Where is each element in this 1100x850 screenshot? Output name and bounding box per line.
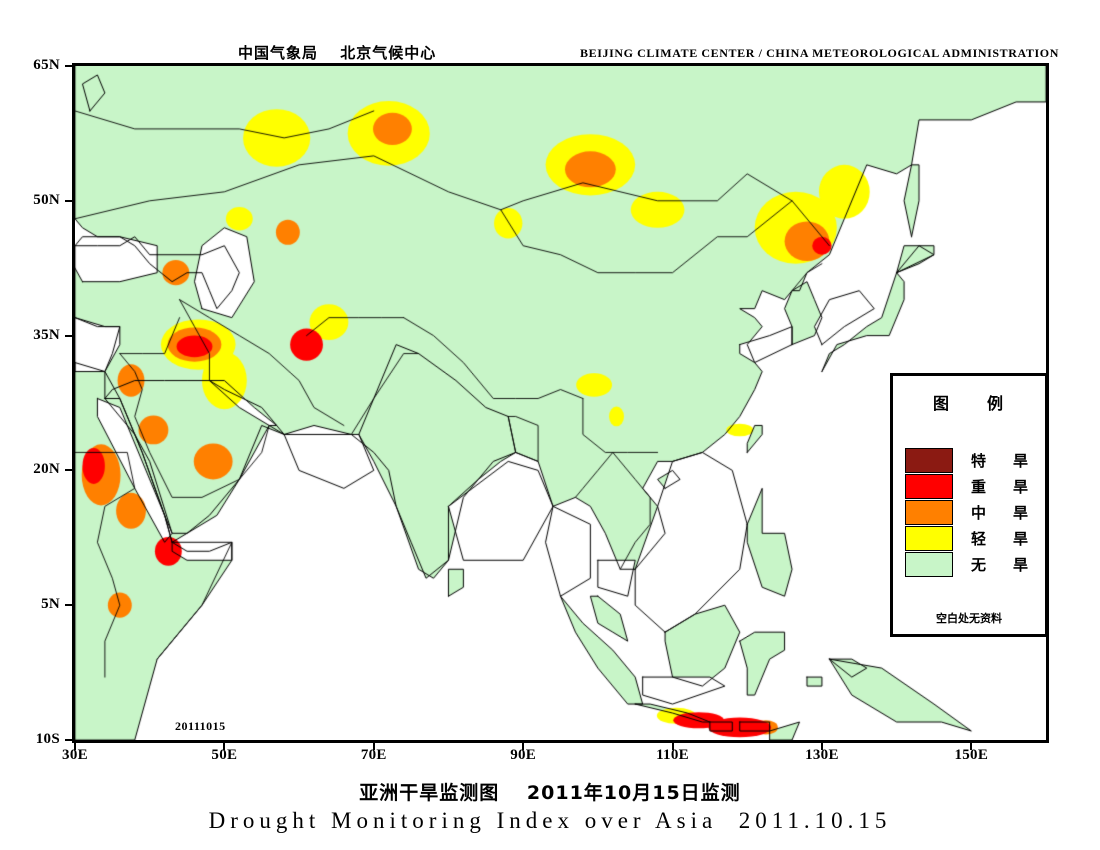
header-agency-en: BEIJING CLIMATE CENTER / CHINA METEOROLO… — [580, 46, 1059, 60]
legend-title: 图 例 — [932, 394, 1005, 413]
legend-item-list: 特 旱重 旱中 旱轻 旱无 旱 — [905, 447, 1045, 577]
latitude-tick-mark — [65, 604, 72, 607]
legend-label-none: 无 旱 — [971, 555, 1035, 574]
legend-label-severe: 重 旱 — [971, 477, 1035, 496]
legend-swatch-moderate — [905, 499, 953, 525]
figure-title-cn: 亚洲干旱监测图 2011年10月15日监测 — [359, 782, 741, 804]
legend-swatch-light — [905, 525, 953, 551]
map-datestamp: 20111015 — [175, 719, 226, 733]
longitude-tick-label: 130E — [805, 747, 839, 763]
header-agency-cn: 中国气象局 北京气候中心 — [238, 44, 437, 62]
latitude-tick-mark — [65, 469, 72, 472]
legend-swatch-extreme — [905, 447, 953, 473]
longitude-tick-mark — [671, 743, 674, 750]
longitude-tick-label: 70E — [360, 747, 387, 763]
legend-swatch-none — [905, 551, 953, 577]
legend-label-light: 轻 旱 — [971, 529, 1035, 548]
longitude-tick-label: 90E — [510, 747, 537, 763]
legend-note: 空白处无资料 — [936, 612, 1002, 625]
latitude-tick-label: 5N — [41, 596, 60, 613]
latitude-tick-mark — [65, 65, 72, 67]
longitude-tick-label: 50E — [211, 747, 238, 763]
latitude-tick-mark — [65, 199, 72, 202]
latitude-tick-label: 65N — [33, 57, 60, 73]
legend-item-extreme: 特 旱 — [905, 447, 1045, 473]
longitude-tick-label: 150E — [954, 747, 989, 763]
drought-heatmap-canvas[interactable] — [75, 66, 1046, 740]
legend-item-severe: 重 旱 — [905, 473, 1045, 499]
longitude-tick-mark — [820, 743, 823, 750]
longitude-tick-mark — [223, 743, 226, 750]
longitude-tick-label: 30E — [62, 747, 88, 763]
map-plot-area[interactable] — [72, 63, 1049, 743]
latitude-tick-mark — [65, 334, 72, 337]
longitude-tick-mark — [74, 743, 76, 750]
longitude-tick-label: 110E — [656, 747, 689, 763]
longitude-tick-mark — [970, 743, 973, 750]
legend-box: 图 例 特 旱重 旱中 旱轻 旱无 旱 空白处无资料 — [890, 373, 1048, 637]
legend-item-none: 无 旱 — [905, 551, 1045, 577]
figure-title-en: Drought Monitoring Index over Asia 2011.… — [208, 808, 892, 833]
legend-label-extreme: 特 旱 — [971, 451, 1035, 470]
latitude-tick-label: 50N — [33, 191, 60, 208]
latitude-tick-label: 10S — [35, 731, 60, 747]
legend-label-moderate: 中 旱 — [971, 503, 1035, 522]
legend-swatch-severe — [905, 473, 953, 499]
longitude-tick-mark — [372, 743, 375, 750]
legend-item-light: 轻 旱 — [905, 525, 1045, 551]
latitude-tick-mark — [65, 739, 72, 741]
latitude-tick-label: 20N — [33, 461, 60, 478]
longitude-tick-mark — [522, 743, 525, 750]
legend-item-moderate: 中 旱 — [905, 499, 1045, 525]
latitude-tick-label: 35N — [33, 326, 60, 343]
